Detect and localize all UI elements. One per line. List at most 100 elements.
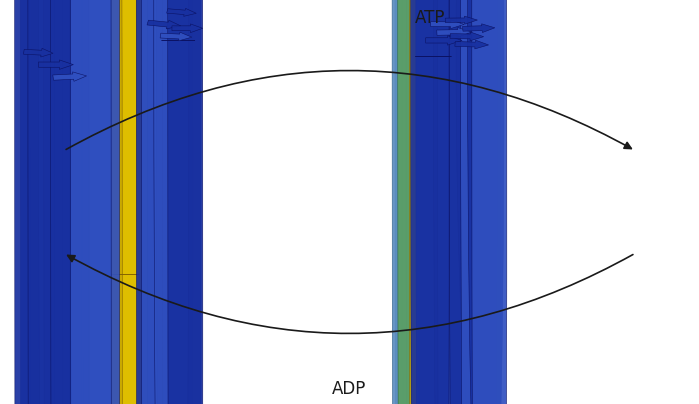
Circle shape bbox=[75, 159, 85, 164]
Circle shape bbox=[92, 340, 103, 347]
Polygon shape bbox=[24, 48, 53, 57]
Circle shape bbox=[128, 284, 138, 290]
Ellipse shape bbox=[416, 0, 458, 404]
Ellipse shape bbox=[63, 0, 105, 404]
Ellipse shape bbox=[15, 0, 62, 404]
Circle shape bbox=[121, 332, 131, 338]
Circle shape bbox=[79, 199, 89, 205]
Ellipse shape bbox=[392, 0, 426, 404]
Circle shape bbox=[50, 175, 62, 181]
Ellipse shape bbox=[147, 0, 188, 404]
Circle shape bbox=[57, 170, 69, 177]
Ellipse shape bbox=[440, 0, 480, 404]
Ellipse shape bbox=[69, 0, 106, 404]
Polygon shape bbox=[431, 20, 464, 29]
Ellipse shape bbox=[441, 0, 482, 404]
Ellipse shape bbox=[71, 0, 111, 404]
Circle shape bbox=[65, 223, 75, 229]
Ellipse shape bbox=[450, 0, 487, 404]
Ellipse shape bbox=[105, 0, 147, 404]
Ellipse shape bbox=[406, 0, 447, 404]
Text: ATP: ATP bbox=[415, 9, 445, 27]
Ellipse shape bbox=[445, 0, 485, 404]
Ellipse shape bbox=[438, 0, 478, 404]
Ellipse shape bbox=[442, 0, 481, 404]
Ellipse shape bbox=[20, 0, 71, 404]
Circle shape bbox=[41, 62, 50, 67]
Ellipse shape bbox=[53, 0, 94, 404]
Ellipse shape bbox=[410, 0, 446, 404]
Ellipse shape bbox=[64, 0, 103, 404]
Ellipse shape bbox=[43, 0, 82, 404]
Ellipse shape bbox=[61, 0, 100, 404]
Polygon shape bbox=[160, 32, 192, 41]
Ellipse shape bbox=[395, 0, 430, 404]
Ellipse shape bbox=[57, 0, 96, 404]
Ellipse shape bbox=[80, 0, 122, 404]
Polygon shape bbox=[463, 24, 495, 33]
Ellipse shape bbox=[134, 0, 174, 404]
Circle shape bbox=[463, 308, 473, 314]
Circle shape bbox=[415, 99, 424, 103]
Ellipse shape bbox=[28, 0, 70, 404]
Circle shape bbox=[449, 126, 459, 132]
Ellipse shape bbox=[468, 0, 504, 404]
Ellipse shape bbox=[454, 0, 490, 404]
Ellipse shape bbox=[42, 0, 84, 404]
Ellipse shape bbox=[459, 0, 498, 404]
Polygon shape bbox=[426, 36, 462, 45]
Ellipse shape bbox=[83, 0, 127, 404]
Ellipse shape bbox=[450, 0, 489, 404]
Polygon shape bbox=[437, 27, 472, 37]
Circle shape bbox=[107, 349, 117, 354]
Polygon shape bbox=[38, 60, 73, 69]
Polygon shape bbox=[445, 16, 477, 24]
Ellipse shape bbox=[454, 0, 490, 404]
Ellipse shape bbox=[31, 0, 74, 404]
Ellipse shape bbox=[438, 0, 477, 404]
Ellipse shape bbox=[472, 0, 507, 404]
Ellipse shape bbox=[45, 0, 87, 404]
Polygon shape bbox=[166, 8, 196, 16]
Ellipse shape bbox=[54, 0, 93, 404]
Ellipse shape bbox=[417, 0, 464, 404]
Ellipse shape bbox=[29, 0, 75, 404]
Ellipse shape bbox=[456, 0, 495, 404]
Circle shape bbox=[173, 78, 183, 84]
Circle shape bbox=[163, 98, 173, 104]
Ellipse shape bbox=[50, 0, 89, 404]
Ellipse shape bbox=[414, 0, 460, 404]
Circle shape bbox=[428, 268, 438, 274]
Ellipse shape bbox=[136, 0, 178, 404]
Circle shape bbox=[435, 110, 445, 116]
Ellipse shape bbox=[398, 0, 434, 404]
Ellipse shape bbox=[54, 0, 93, 404]
Ellipse shape bbox=[71, 0, 111, 404]
Circle shape bbox=[477, 179, 487, 185]
Ellipse shape bbox=[63, 0, 105, 404]
Circle shape bbox=[96, 135, 106, 140]
Ellipse shape bbox=[410, 0, 449, 404]
Circle shape bbox=[435, 215, 445, 221]
Ellipse shape bbox=[145, 0, 184, 404]
Ellipse shape bbox=[137, 0, 178, 404]
Text: ADP: ADP bbox=[332, 380, 367, 398]
Ellipse shape bbox=[117, 0, 156, 404]
Ellipse shape bbox=[447, 0, 489, 404]
Ellipse shape bbox=[464, 0, 500, 404]
Ellipse shape bbox=[461, 0, 497, 404]
Ellipse shape bbox=[434, 0, 475, 404]
Circle shape bbox=[167, 46, 175, 51]
Ellipse shape bbox=[117, 0, 156, 404]
Circle shape bbox=[86, 268, 96, 274]
Ellipse shape bbox=[140, 0, 181, 404]
Circle shape bbox=[100, 268, 110, 274]
Circle shape bbox=[442, 191, 452, 197]
Ellipse shape bbox=[144, 0, 185, 404]
Ellipse shape bbox=[427, 0, 468, 404]
Ellipse shape bbox=[102, 0, 143, 404]
Ellipse shape bbox=[122, 0, 158, 404]
Ellipse shape bbox=[400, 0, 439, 404]
Ellipse shape bbox=[71, 0, 117, 404]
Ellipse shape bbox=[136, 0, 172, 404]
